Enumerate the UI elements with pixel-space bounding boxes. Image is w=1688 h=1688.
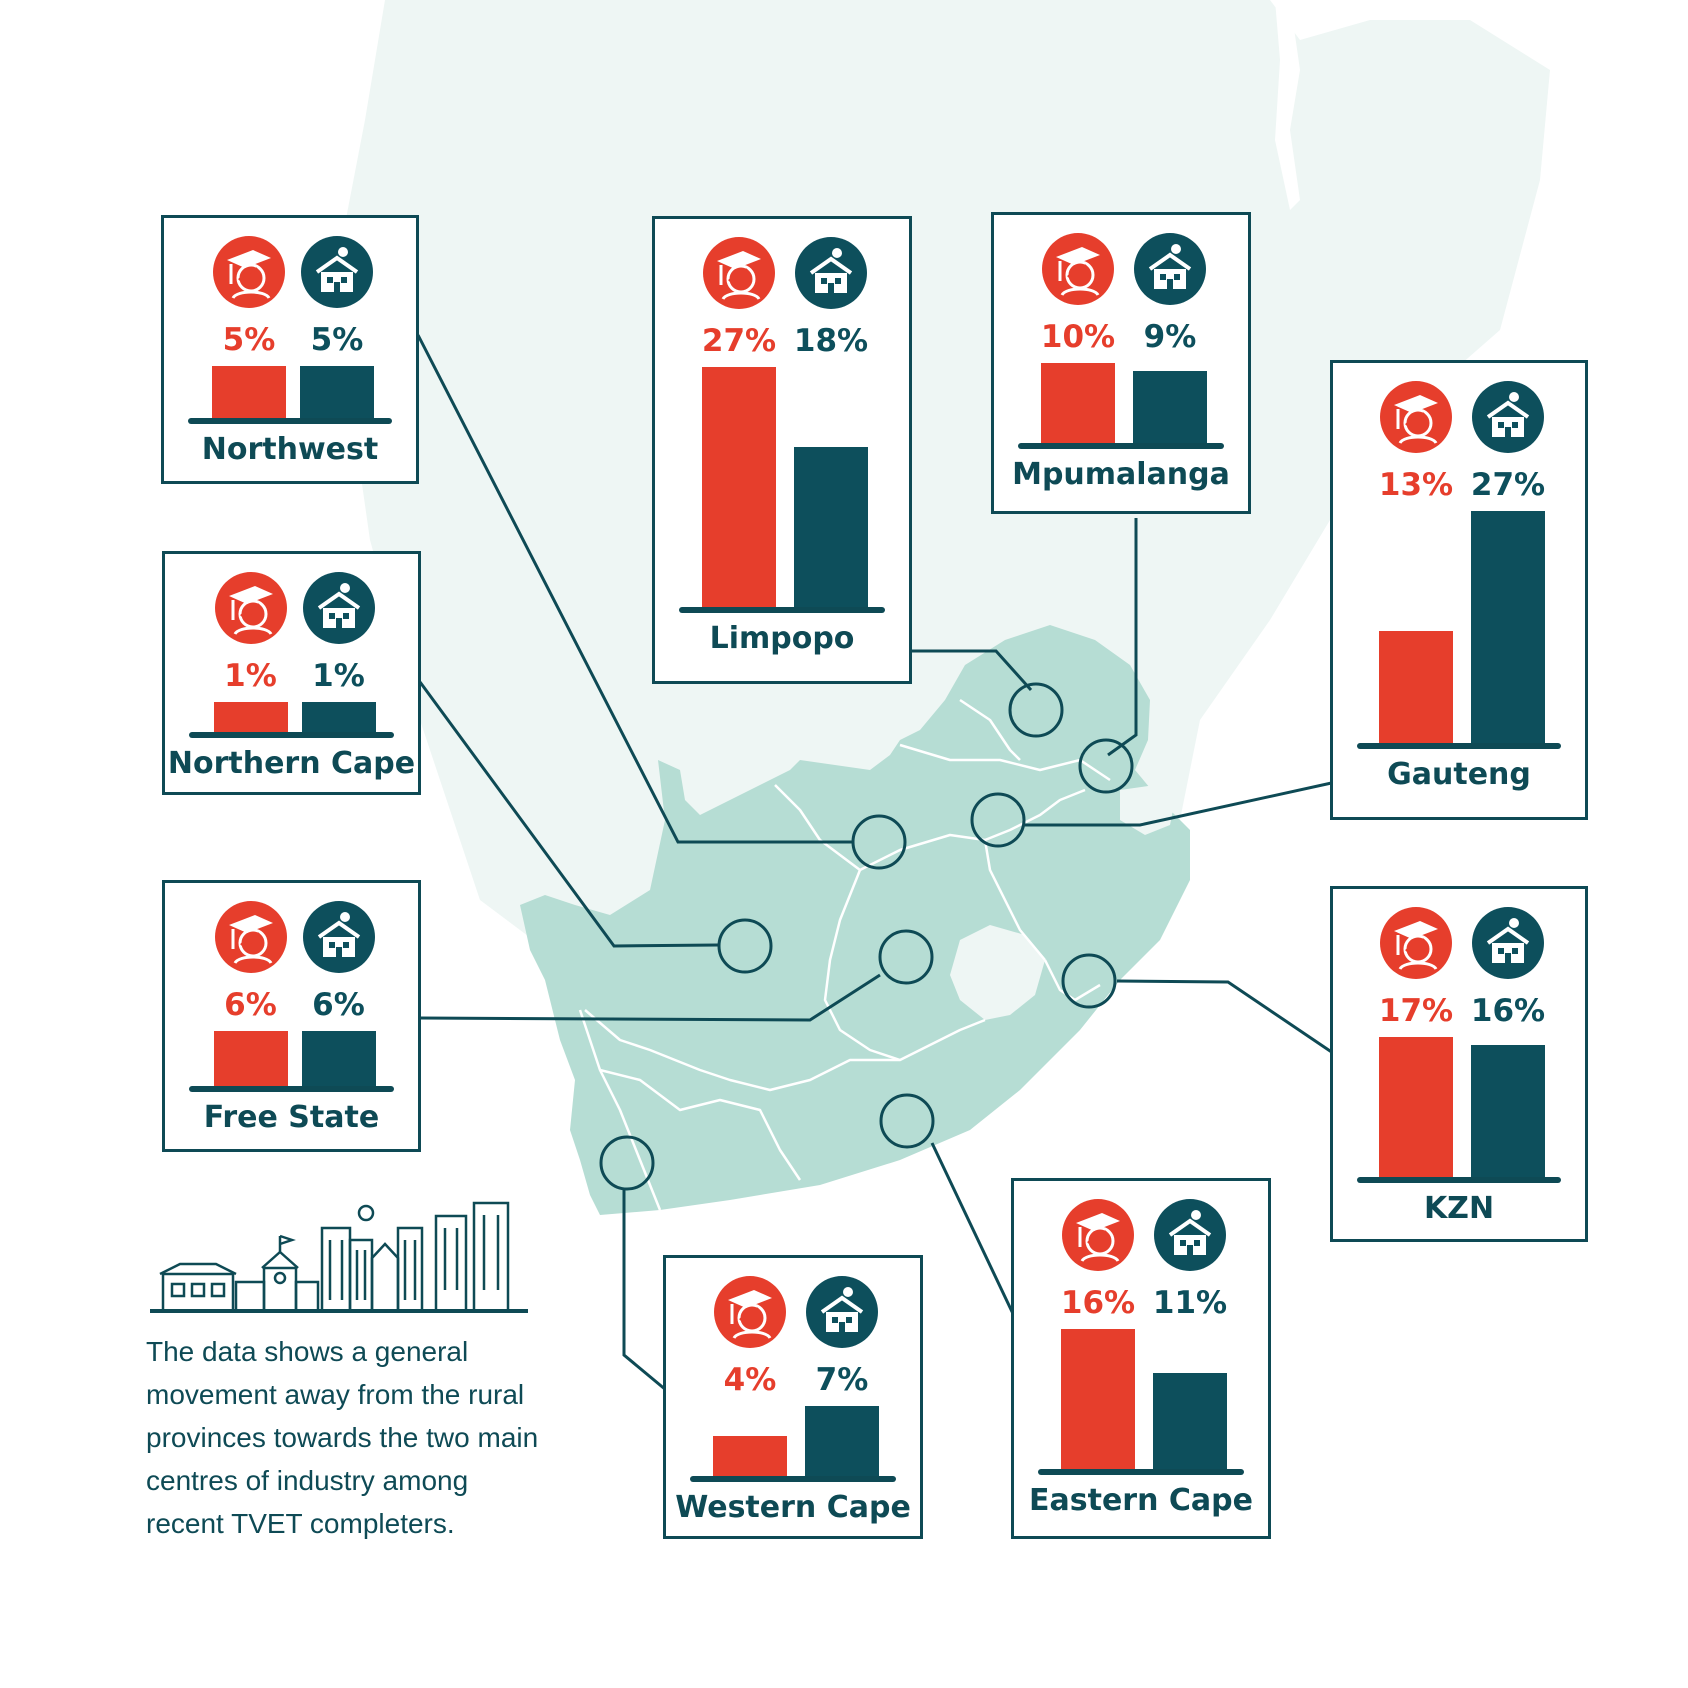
household-bar <box>1153 1372 1227 1469</box>
graduate-bar <box>1379 631 1453 743</box>
province-borders <box>578 698 1111 1211</box>
graduate-percent: 4% <box>723 1362 777 1398</box>
graduate-bar <box>1379 1037 1453 1177</box>
province-card-kzn: 17% 16% KZN <box>1330 886 1588 1242</box>
house-icon <box>1154 1199 1226 1271</box>
eswatini-shape <box>1120 785 1175 835</box>
household-percent: 5% <box>310 322 364 358</box>
household-bar <box>301 702 376 732</box>
graduate-bar <box>1041 363 1115 443</box>
province-card-mpumalanga: 10% 9% Mpumalanga <box>991 212 1251 514</box>
graduate-percent: 17% <box>1378 993 1454 1029</box>
province-name: Limpopo <box>709 621 855 656</box>
graduate-icon <box>1380 907 1452 979</box>
house-icon <box>806 1276 878 1348</box>
chart-baseline <box>1038 1469 1244 1475</box>
chart-baseline <box>690 1476 896 1482</box>
household-bar <box>1471 511 1545 743</box>
province-name: Eastern Cape <box>1029 1483 1253 1518</box>
south-africa-shape <box>520 625 1190 1215</box>
graduate-icon <box>214 901 287 973</box>
lake-channel <box>1275 0 1300 210</box>
house-icon <box>1472 907 1544 979</box>
marker-limpopo <box>1008 682 1064 738</box>
chart-baseline <box>679 607 885 613</box>
province-card-limpopo: 27% 18% Limpopo <box>652 216 912 684</box>
marker-gauteng <box>970 792 1026 848</box>
province-name: Mpumalanga <box>1012 457 1230 492</box>
province-card-northern-cape: 1% 1% Northern Cape <box>162 551 421 795</box>
graduate-percent: 16% <box>1060 1285 1136 1321</box>
marker-northwest <box>851 814 907 870</box>
province-name: Western Cape <box>675 1490 911 1525</box>
chart-baseline <box>188 418 392 424</box>
city-skyline-icon <box>150 1201 528 1313</box>
graduate-bar <box>213 1031 288 1086</box>
graduate-percent: 13% <box>1378 467 1454 503</box>
household-percent: 1% <box>312 658 365 694</box>
province-card-gauteng: 13% 27% Gauteng <box>1330 360 1588 820</box>
marker-mpumalanga <box>1078 738 1134 794</box>
province-name: Gauteng <box>1387 757 1531 792</box>
chart-baseline <box>1018 443 1224 449</box>
household-percent: 6% <box>312 987 365 1023</box>
household-bar <box>300 366 374 418</box>
graduate-percent: 1% <box>224 658 277 694</box>
household-bar <box>301 1031 376 1086</box>
house-icon <box>302 901 375 973</box>
graduate-percent: 10% <box>1040 319 1116 355</box>
province-card-free-state: 6% 6% Free State <box>162 880 421 1152</box>
province-card-western-cape: 4% 7% Western Cape <box>663 1255 923 1539</box>
graduate-icon <box>1380 381 1452 453</box>
household-percent: 27% <box>1470 467 1546 503</box>
household-percent: 16% <box>1470 993 1546 1029</box>
house-icon <box>1134 233 1206 305</box>
province-name: Northern Cape <box>167 746 416 781</box>
household-percent: 7% <box>815 1362 869 1398</box>
province-name: Northwest <box>201 432 379 467</box>
graduate-icon <box>213 236 285 308</box>
marker-northern-cape <box>717 918 773 974</box>
graduate-icon <box>714 1276 786 1348</box>
graduate-bar <box>212 366 286 418</box>
household-percent: 9% <box>1143 319 1197 355</box>
graduate-bar <box>702 367 776 607</box>
province-name: KZN <box>1423 1191 1495 1226</box>
graduate-icon <box>214 572 287 644</box>
graduate-icon <box>703 237 775 309</box>
graduate-bar <box>713 1436 787 1476</box>
graduate-icon <box>1062 1199 1134 1271</box>
house-icon <box>1472 381 1544 453</box>
household-bar <box>1133 371 1207 443</box>
marker-western-cape <box>599 1135 655 1191</box>
chart-baseline <box>189 1086 394 1092</box>
province-card-northwest: 5% 5% Northwest <box>161 215 419 484</box>
province-card-eastern-cape: 16% 11% Eastern Cape <box>1011 1178 1271 1539</box>
house-icon <box>302 572 375 644</box>
household-bar <box>1471 1045 1545 1177</box>
graduate-percent: 6% <box>224 987 277 1023</box>
lesotho-shape <box>950 925 1045 1020</box>
caption-text: The data shows a general movement away f… <box>146 1336 539 1539</box>
chart-baseline <box>1357 743 1561 749</box>
household-bar <box>805 1406 879 1476</box>
province-name: Free State <box>203 1100 380 1135</box>
graduate-bar <box>213 702 288 732</box>
house-icon <box>301 236 373 308</box>
marker-eastern-cape <box>879 1093 935 1149</box>
leader-lines <box>416 334 1337 1392</box>
house-icon <box>795 237 867 309</box>
graduate-percent: 5% <box>222 322 276 358</box>
household-percent: 18% <box>793 323 869 359</box>
chart-baseline <box>1357 1177 1561 1183</box>
graduate-percent: 27% <box>701 323 777 359</box>
household-bar <box>794 447 868 607</box>
graduate-bar <box>1061 1329 1135 1469</box>
chart-baseline <box>189 732 394 738</box>
marker-kzn <box>1061 953 1117 1009</box>
marker-free-state <box>878 929 934 985</box>
household-percent: 11% <box>1152 1285 1228 1321</box>
location-rings <box>599 682 1134 1191</box>
graduate-icon <box>1042 233 1114 305</box>
